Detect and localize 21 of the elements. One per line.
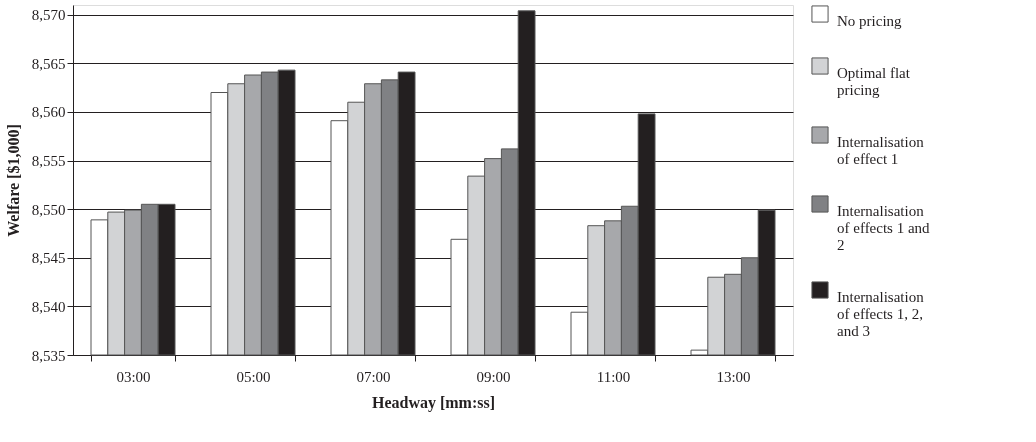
x-tick-label: 07:00 xyxy=(356,368,391,385)
legend-label: Internalisation of effect 1 xyxy=(837,134,925,167)
y-tick-label: 8,555 xyxy=(31,153,66,170)
x-tick-label: 13:00 xyxy=(716,368,751,385)
legend-label: No pricing xyxy=(837,13,903,29)
legend-label: Optimal flat pricing xyxy=(837,65,911,98)
y-tick-label: 8,570 xyxy=(31,7,66,24)
y-tick-label: 8,565 xyxy=(31,55,66,72)
y-tick-label: 8,545 xyxy=(31,250,66,267)
legend-label: Internalisation of effects 1, 2, and 3 xyxy=(837,289,925,339)
y-tick-label: 8,560 xyxy=(31,104,66,121)
y-tick-label: 8,540 xyxy=(31,298,66,315)
x-tick-label: 03:00 xyxy=(116,368,151,385)
y-axis-title: Welfare [$1,000] xyxy=(4,124,22,237)
x-tick-label: 05:00 xyxy=(236,368,271,385)
legend-label: Internalisation of effects 1 and 2 xyxy=(837,203,931,253)
y-tick-label: 8,550 xyxy=(31,201,66,218)
x-axis-title: Headway [mm:ss] xyxy=(371,393,496,412)
y-tick-label: 8,535 xyxy=(31,347,66,364)
x-tick-label: 09:00 xyxy=(476,368,511,385)
x-tick-label: 11:00 xyxy=(596,368,631,385)
